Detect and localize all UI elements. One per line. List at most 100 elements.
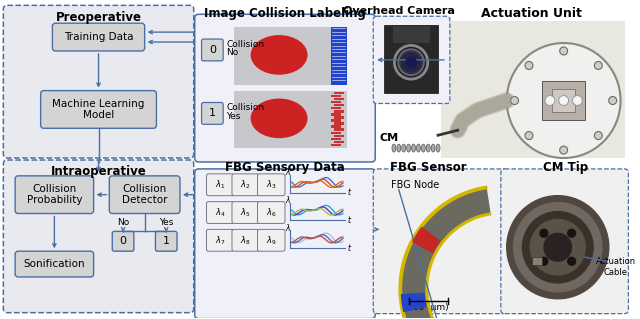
FancyBboxPatch shape [232, 174, 259, 196]
Ellipse shape [392, 144, 396, 152]
Bar [542, 81, 585, 120]
Bar [334, 110, 344, 113]
Ellipse shape [559, 96, 568, 106]
Circle shape [525, 132, 533, 139]
Bar [532, 257, 542, 265]
Circle shape [507, 196, 609, 299]
Ellipse shape [400, 51, 422, 73]
Circle shape [609, 97, 617, 105]
Text: FBG Sensor: FBG Sensor [390, 161, 467, 174]
Text: Actuation Unit: Actuation Unit [481, 7, 582, 20]
Bar [331, 113, 341, 115]
Text: CM: CM [380, 133, 399, 143]
Text: Intraoperative: Intraoperative [51, 165, 147, 178]
Text: FBG Node: FBG Node [391, 180, 439, 190]
Text: Actuation
Cable: Actuation Cable [596, 257, 636, 277]
Ellipse shape [396, 46, 427, 78]
Text: $\lambda_1$: $\lambda_1$ [215, 179, 225, 191]
Text: $\lambda_7$: $\lambda_7$ [215, 234, 225, 247]
Bar [331, 95, 341, 97]
Circle shape [522, 211, 593, 283]
Text: t: t [348, 244, 351, 253]
FancyBboxPatch shape [52, 23, 145, 51]
FancyBboxPatch shape [232, 229, 259, 251]
Ellipse shape [421, 144, 426, 152]
FancyBboxPatch shape [257, 229, 285, 251]
Bar [331, 27, 347, 85]
Circle shape [595, 132, 602, 139]
Ellipse shape [405, 56, 417, 68]
Text: 1: 1 [209, 108, 216, 118]
Ellipse shape [431, 144, 435, 152]
Text: Machine Learning
Model: Machine Learning Model [52, 99, 145, 120]
FancyBboxPatch shape [202, 102, 223, 124]
Text: $\lambda_5$: $\lambda_5$ [241, 206, 251, 219]
Circle shape [540, 229, 548, 237]
Text: 1: 1 [163, 236, 170, 246]
FancyBboxPatch shape [207, 174, 234, 196]
Bar [334, 104, 344, 106]
Circle shape [568, 257, 575, 265]
Bar [334, 98, 344, 100]
Ellipse shape [397, 144, 401, 152]
Bar [334, 92, 344, 94]
FancyBboxPatch shape [15, 251, 93, 277]
Ellipse shape [412, 144, 415, 152]
Ellipse shape [426, 144, 430, 152]
Bar [331, 101, 341, 103]
Text: $\lambda_4$: $\lambda_4$ [215, 206, 225, 219]
Ellipse shape [436, 144, 440, 152]
Bar [331, 107, 341, 109]
Circle shape [514, 203, 602, 292]
Text: Image Collision Labeling: Image Collision Labeling [204, 7, 366, 20]
FancyBboxPatch shape [373, 16, 450, 103]
Text: Yes: Yes [159, 219, 173, 227]
Bar [384, 25, 438, 93]
Circle shape [544, 234, 572, 261]
Circle shape [560, 146, 568, 154]
Bar [234, 27, 347, 85]
FancyBboxPatch shape [195, 169, 375, 319]
Text: λ: λ [285, 196, 290, 205]
Text: No: No [117, 219, 129, 227]
Bar [441, 21, 625, 158]
Bar [392, 25, 430, 43]
FancyBboxPatch shape [195, 14, 375, 162]
Text: 0: 0 [209, 45, 216, 55]
Text: Collision
Probability: Collision Probability [27, 184, 82, 205]
Text: Collision
Detector: Collision Detector [122, 184, 168, 205]
FancyBboxPatch shape [257, 174, 285, 196]
Text: $\lambda_3$: $\lambda_3$ [266, 179, 276, 191]
Text: 500 (μm): 500 (μm) [408, 303, 449, 312]
Text: FBG Sensory Data: FBG Sensory Data [225, 161, 345, 174]
Text: $\lambda_9$: $\lambda_9$ [266, 234, 276, 247]
Text: λ: λ [285, 224, 290, 233]
FancyBboxPatch shape [3, 5, 194, 158]
Bar [331, 131, 341, 134]
Text: Sonification: Sonification [24, 259, 85, 269]
Ellipse shape [573, 96, 582, 106]
Circle shape [560, 47, 568, 55]
Bar [234, 91, 347, 148]
FancyBboxPatch shape [373, 169, 507, 314]
Circle shape [568, 229, 575, 237]
Text: CM Tip: CM Tip [543, 161, 588, 174]
Ellipse shape [402, 144, 406, 152]
Text: No: No [226, 48, 238, 57]
Bar [331, 119, 341, 122]
FancyBboxPatch shape [207, 229, 234, 251]
Bar [331, 138, 341, 140]
Text: t: t [348, 216, 351, 225]
Circle shape [525, 62, 533, 70]
Ellipse shape [417, 144, 420, 152]
Circle shape [595, 62, 602, 70]
Bar [334, 141, 344, 143]
FancyBboxPatch shape [156, 231, 177, 251]
Bar [552, 89, 575, 112]
Text: Preoperative: Preoperative [56, 11, 141, 24]
Bar [331, 144, 341, 146]
Ellipse shape [251, 35, 308, 75]
Text: $\lambda_2$: $\lambda_2$ [241, 179, 251, 191]
FancyBboxPatch shape [501, 169, 628, 314]
FancyBboxPatch shape [40, 91, 156, 128]
